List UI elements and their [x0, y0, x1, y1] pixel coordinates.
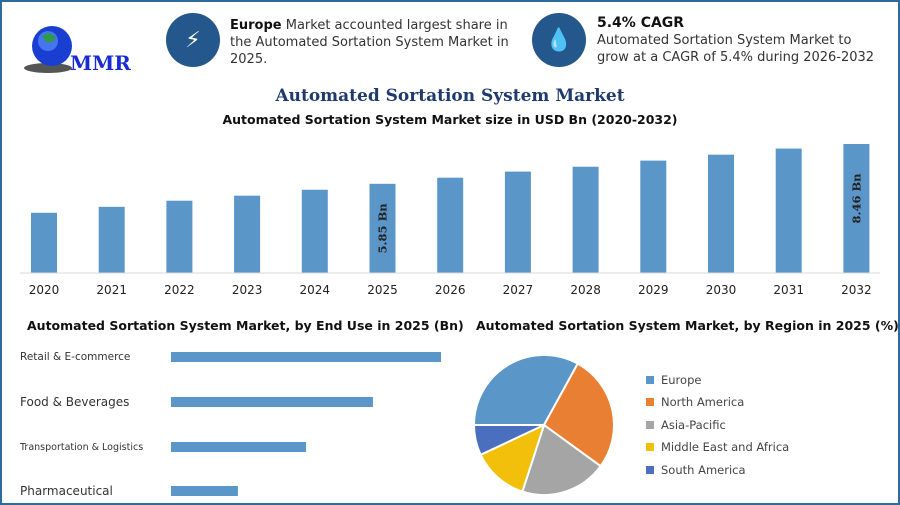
- x-tick-label: 2032: [841, 283, 872, 297]
- x-tick-label: 2026: [435, 283, 466, 297]
- x-tick-label: 2024: [300, 283, 331, 297]
- end-use-bar: [171, 442, 306, 452]
- pie-slice-middle-east-and-africa: [479, 423, 546, 493]
- end-use-bar: [171, 486, 238, 496]
- end-use-label: Transportation & Logistics: [20, 442, 144, 453]
- x-tick-label: 2020: [29, 283, 60, 297]
- legend-swatch: [646, 443, 654, 451]
- legend-item: Europe: [646, 373, 701, 387]
- end-use-label: Food & Beverages: [20, 395, 130, 409]
- mmr-logo: MMR: [24, 26, 131, 75]
- pie-slice-north-america: [542, 362, 615, 468]
- pie-slice-south-america: [472, 424, 545, 457]
- end-use-label: Retail & E-commerce: [20, 351, 131, 363]
- legend-item: South America: [646, 463, 746, 477]
- legend-item: Middle East and Africa: [646, 440, 789, 454]
- legend-swatch: [646, 398, 654, 406]
- legend-swatch: [646, 376, 654, 384]
- callout-bold: 5.4% CAGR: [597, 15, 685, 31]
- bar-2025: [369, 183, 396, 273]
- data-label: 5.85 Bn: [376, 203, 390, 254]
- bar-2029: [640, 160, 667, 273]
- legend-swatch: [646, 466, 654, 474]
- lightning-icon: ⚡: [166, 13, 220, 67]
- callout-cagr: 5.4% CAGR Automated Sortation System Mark…: [597, 15, 887, 66]
- end-use-bar: [171, 397, 373, 407]
- pie-slice-europe: [472, 354, 580, 426]
- x-tick-label: 2029: [638, 283, 669, 297]
- callout-bold: Europe: [230, 18, 282, 33]
- callout-europe: Europe Market accounted largest share in…: [230, 17, 520, 68]
- end-use-label: Pharmaceutical: [20, 484, 113, 498]
- svg-text:MMR: MMR: [70, 51, 131, 75]
- legend-item: North America: [646, 395, 744, 409]
- legend-label: Europe: [661, 373, 702, 387]
- x-tick-label: 2025: [367, 283, 398, 297]
- x-tick-label: 2030: [706, 283, 737, 297]
- x-tick-label: 2022: [164, 283, 195, 297]
- x-tick-label: 2021: [96, 283, 127, 297]
- bar-2021: [98, 206, 125, 273]
- bar-2026: [437, 177, 464, 273]
- bar-2020: [31, 212, 57, 273]
- legend-label: South America: [661, 463, 746, 477]
- bar-2023: [234, 195, 261, 273]
- bar-2028: [572, 166, 599, 273]
- region-title: Automated Sortation System Market, by Re…: [476, 318, 899, 333]
- bar-2024: [301, 189, 328, 273]
- bar-2031: [775, 148, 802, 273]
- end-use-title: Automated Sortation System Market, by En…: [27, 318, 464, 333]
- end-use-bar: [171, 352, 441, 362]
- bar-2030: [708, 154, 734, 273]
- legend-item: Asia-Pacific: [646, 418, 726, 432]
- x-tick-label: 2031: [773, 283, 804, 297]
- x-tick-label: 2027: [503, 283, 534, 297]
- x-tick-label: 2028: [570, 283, 601, 297]
- bar-2027: [504, 171, 531, 273]
- bar-2022: [166, 200, 193, 273]
- legend-label: Middle East and Africa: [661, 440, 790, 454]
- bar-2032: [843, 144, 870, 273]
- data-label: 8.46 Bn: [849, 173, 863, 224]
- legend-label: North America: [661, 395, 745, 409]
- callout-body: Automated Sortation System Market to gro…: [597, 33, 875, 65]
- x-tick-label: 2023: [232, 283, 263, 297]
- bar-chart-title: Automated Sortation System Market size i…: [222, 112, 678, 127]
- drop-icon: 💧: [532, 13, 586, 67]
- page-title: Automated Sortation System Market: [275, 86, 625, 106]
- legend-label: Asia-Pacific: [661, 418, 726, 432]
- legend-swatch: [646, 421, 654, 429]
- callout-body: Market accounted largest share in the Au…: [230, 18, 509, 67]
- pie-slice-asia-pacific: [521, 423, 603, 496]
